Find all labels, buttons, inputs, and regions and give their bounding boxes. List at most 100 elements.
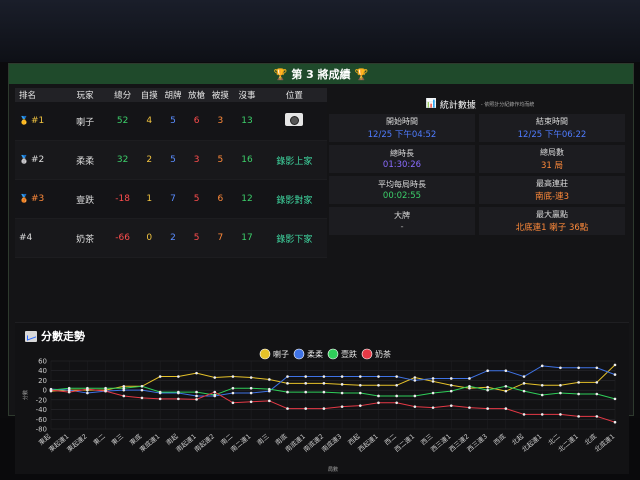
data-point — [213, 390, 217, 394]
fangqiang-count: 3 — [193, 155, 200, 165]
stat-card: 總局數 31 局 — [479, 145, 625, 173]
legend-entry: 奶茶 — [375, 349, 391, 359]
data-point — [104, 386, 107, 390]
data-point — [595, 381, 599, 384]
data-point — [559, 366, 562, 370]
data-point — [67, 388, 71, 392]
y-tick-label: 60 — [38, 358, 47, 366]
rank-cell: 🥉 #3 — [15, 194, 62, 204]
header-zimo: 自摸 — [140, 91, 158, 101]
data-point — [195, 398, 198, 401]
player-name: 奶茶 — [76, 234, 95, 245]
data-point — [322, 382, 326, 385]
y-tick-label: -40 — [36, 406, 47, 414]
data-point — [268, 378, 271, 381]
y-tick-label: 40 — [38, 367, 47, 375]
ranking-table: 排名 玩家 總分 自摸 胡牌 放槍 被摸 沒事 位置 🥇 #1 喇子 52 4 5… — [15, 88, 327, 314]
header-meishi: 沒事 — [238, 91, 256, 101]
rank-cell: 🥈 #2 — [15, 155, 62, 165]
data-point — [413, 376, 417, 379]
beimo-count: 7 — [217, 233, 224, 243]
trophy-icon: 🏆 — [273, 67, 288, 81]
data-point — [140, 396, 144, 400]
data-point — [177, 375, 180, 378]
beimo-count: 3 — [217, 116, 224, 126]
bar-chart-icon: 📊 — [425, 99, 437, 109]
data-point — [377, 394, 380, 398]
x-tick-label: 東底連1 — [138, 432, 162, 454]
data-point — [613, 373, 617, 376]
data-point — [486, 385, 489, 389]
position-label[interactable]: 錄影對家 — [276, 195, 313, 206]
stat-label: 大牌 — [394, 211, 410, 220]
data-point — [67, 390, 71, 394]
y-tick-label: -80 — [36, 426, 47, 434]
player-name: 壹跌 — [76, 195, 95, 206]
data-point — [195, 394, 198, 398]
data-point — [322, 375, 326, 378]
ranking-header-row: 排名 玩家 總分 自摸 胡牌 放槍 被摸 沒事 位置 — [15, 88, 327, 102]
data-point — [595, 366, 599, 370]
x-tick-label: 西底 — [491, 431, 507, 447]
stats-panel: 📊 統計數據 - 依照計分紀錄作均而統 開始時間 12/25 下午04:52 結束時… — [329, 94, 631, 316]
data-point — [413, 379, 417, 382]
trophy-icon: 🏆 — [354, 67, 369, 81]
data-point — [122, 394, 126, 398]
bronze-medal-icon: 🥉 — [19, 194, 29, 203]
stats-title: 📊 統計數據 - 依照計分紀錄作均而統 — [329, 94, 631, 114]
chart-title-text: 分數走勢 — [41, 330, 85, 343]
position-label[interactable]: 錄影下家 — [276, 234, 313, 245]
x-tick-label: 南二連1 — [229, 432, 253, 454]
stats-grid: 開始時間 12/25 下午04:52 結束時間 12/25 下午06:22 總時長 01:… — [329, 114, 631, 235]
data-point — [286, 390, 289, 394]
stat-value: 00:02:55 — [382, 191, 422, 201]
data-point — [449, 389, 453, 393]
player-name: 喇子 — [76, 117, 95, 128]
zimo-count: 0 — [146, 233, 153, 243]
data-point — [449, 404, 453, 407]
data-point — [613, 420, 617, 424]
position-cell[interactable] — [262, 113, 327, 129]
legend-entry: 壹跌 — [341, 349, 357, 359]
data-point — [322, 390, 326, 394]
data-point — [231, 401, 235, 405]
data-point — [358, 391, 362, 395]
window-title: 第 3 將成績 — [291, 68, 351, 81]
stat-card: 最大贏點 北底連1 喇子 36點 — [479, 207, 625, 235]
data-point — [158, 375, 162, 378]
data-point — [413, 405, 417, 408]
data-point — [86, 391, 89, 395]
line-chart-icon — [25, 330, 37, 342]
data-point — [486, 369, 489, 373]
x-tick-label: 西起連1 — [356, 432, 380, 454]
data-point — [504, 407, 508, 410]
data-point — [540, 383, 544, 387]
data-point — [177, 397, 180, 401]
legend-swatch — [361, 348, 373, 360]
data-point — [177, 390, 180, 394]
data-point — [340, 375, 344, 378]
data-point — [158, 397, 162, 401]
data-point — [449, 377, 453, 380]
data-point — [358, 383, 362, 387]
data-point — [286, 375, 289, 378]
data-point — [431, 406, 435, 409]
data-point — [504, 369, 508, 373]
hu-count: 2 — [170, 233, 176, 243]
camera-icon[interactable] — [285, 113, 304, 126]
x-tick-label: 南三 — [255, 431, 271, 447]
y-tick-label: 20 — [38, 377, 47, 385]
data-point — [86, 387, 89, 391]
data-point — [249, 376, 253, 379]
data-point — [395, 383, 398, 387]
table-row: #4 奶茶 -66 0 2 5 7 17 錄影下家 — [15, 219, 327, 258]
fangqiang-count: 5 — [193, 194, 200, 204]
stat-value: 01:30:26 — [382, 160, 422, 170]
data-point — [195, 390, 198, 394]
hu-count: 5 — [170, 155, 176, 165]
data-point — [431, 380, 435, 383]
data-point — [504, 389, 508, 393]
stat-value: 北底連1 喇子 36點 — [515, 223, 589, 233]
data-point — [122, 386, 126, 390]
position-label[interactable]: 錄影上家 — [276, 156, 313, 167]
